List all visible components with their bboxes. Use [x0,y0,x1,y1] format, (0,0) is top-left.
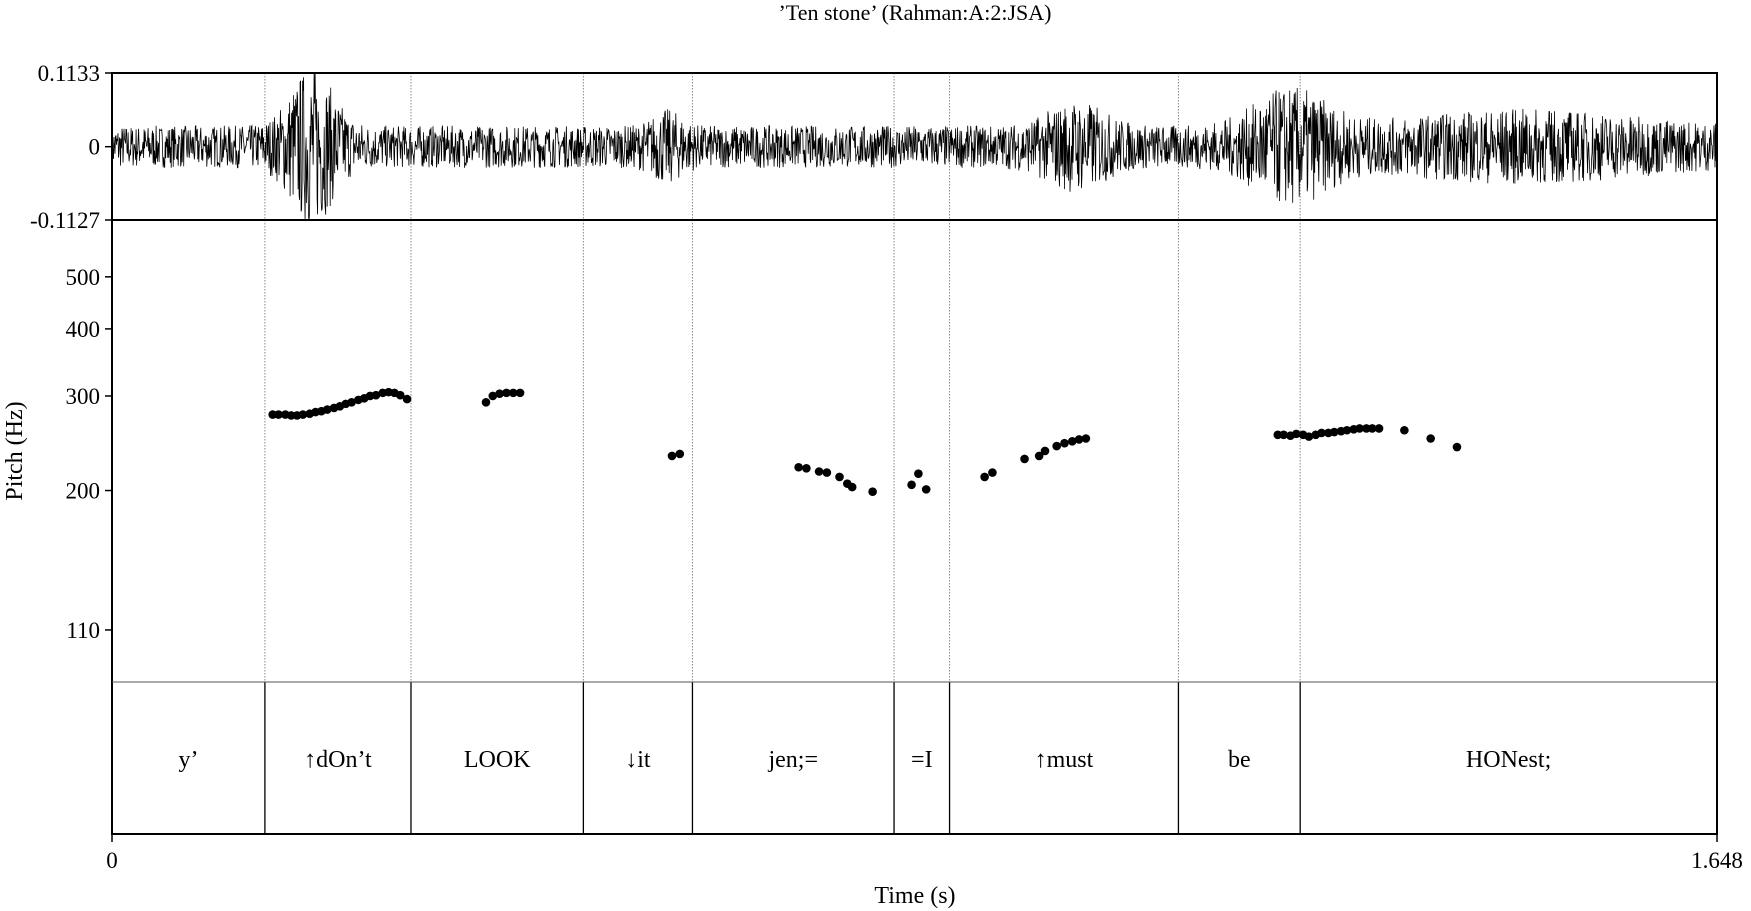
waveform-tick-label: -0.1127 [30,208,100,233]
pitch-point [1400,425,1409,435]
pitch-point [488,391,498,401]
waveform-panel: 0.1133 0 -0.1127 [30,61,1718,233]
pitch-point [868,487,877,497]
text-tier: y’ ↑dOn’t LOOK ↓it jen;= =I ↑must be HONest; [178,747,1551,773]
pitch-point [914,469,923,478]
pitch-point [274,410,283,419]
plot-frame [111,72,1718,835]
pitch-point [347,397,356,407]
pitch-tick-label: 200 [66,479,101,504]
pitch-point [481,397,491,407]
pitch-tick-label: 500 [66,265,101,290]
y-axis-label: Pitch (Hz) [2,401,28,500]
pitch-tick-label: 300 [66,384,101,409]
waveform-tick-label: 0 [89,135,101,160]
pitch-point [1374,424,1384,433]
tier-interval-label: be [1228,747,1251,773]
x-axis-label: Time (s) [874,883,955,909]
pitch-point [1452,442,1462,452]
pitch-point [794,462,803,472]
pitch-panel: 500 400 300 200 110 [66,265,1462,643]
waveform-tick-label: 0.1133 [38,61,100,86]
tier-interval-label: HONest; [1466,747,1551,773]
tier-interval-label: LOOK [464,747,531,773]
pitch-point [988,468,997,477]
pitch-point [675,449,685,459]
pitch-point [907,480,916,490]
pitch-point [402,394,412,404]
pitch-point [1052,441,1061,451]
chart-title: ’Ten stone’ (Rahman:A:2:JSA) [778,0,1051,25]
pitch-point [822,468,832,477]
pitch-point [371,390,381,400]
pitch-point [1317,428,1326,438]
pitch-point [1426,434,1435,443]
x-axis: 0 1.648 [106,834,1743,873]
tier-interval-label: ↓it [625,747,651,773]
tier-interval-label: ↑must [1035,747,1094,773]
pitch-point [515,388,525,398]
pitch-point [1060,438,1069,448]
pitch-point [1034,451,1044,461]
pitch-point [1067,437,1077,446]
x-tick-label: 1.648 [1691,848,1743,873]
pitch-point [1291,429,1301,439]
pitch-point [835,472,844,482]
pitch-point [322,405,332,414]
pitch-point [847,482,857,492]
pitch-point [1040,446,1050,456]
pitch-tick-label: 110 [66,618,100,643]
pitch-point [1020,454,1029,464]
pitch-point [1342,425,1352,435]
pitch-point [1367,424,1377,433]
pitch-tick-label: 400 [66,317,101,342]
interval-boundaries [264,73,1301,834]
pitch-point [814,467,824,476]
pitch-point [802,464,811,473]
tier-interval-label: =I [911,747,933,773]
pitch-point [921,485,931,494]
pitch-point [508,388,518,398]
pitch-point [980,472,989,482]
pitch-point [1279,430,1288,440]
pitch-point [1074,435,1084,444]
x-tick-label: 0 [106,848,118,873]
pitch-point [667,451,677,461]
tier-interval-label: ↑dOn’t [304,747,372,773]
pitch-point [1329,427,1339,437]
pitch-point [395,390,405,400]
pitch-point [1355,424,1364,433]
pitch-point [1081,434,1091,443]
pitch-point [502,388,511,398]
pitch-point [298,410,308,419]
pitch-point [1304,432,1314,441]
tier-interval-label: jen;= [767,747,818,773]
pitch-point [495,389,504,398]
tier-interval-label: y’ [178,747,198,773]
waveform-trace [111,72,1718,220]
